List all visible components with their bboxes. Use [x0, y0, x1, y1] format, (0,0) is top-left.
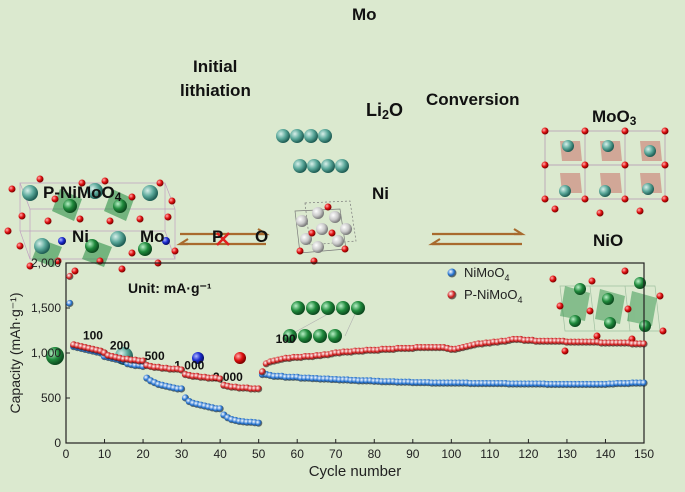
y-tick-label: 1,500	[31, 301, 61, 315]
rate-label: 100	[83, 329, 103, 343]
x-tick-label: 140	[595, 447, 615, 461]
y-tick-label: 1,000	[31, 346, 61, 360]
unit-note: Unit: mA·g⁻¹	[128, 280, 212, 296]
rate-label: 200	[110, 338, 130, 352]
legend-marker	[447, 290, 457, 300]
lithiation-label: lithiation	[180, 81, 251, 100]
mo-structure	[276, 129, 349, 173]
legend-label-ni: Ni	[72, 227, 89, 246]
initial-lithiation-arrows	[176, 228, 270, 246]
p-nimoo4-label: P-NiMoO4	[43, 183, 122, 204]
data-point-p-nimoo4	[216, 375, 224, 383]
x-tick-label: 120	[518, 447, 538, 461]
x-tick-label: 80	[368, 447, 382, 461]
y-tick-label: 2,000	[31, 256, 61, 270]
nio-label: NiO	[593, 231, 624, 250]
x-tick-label: 70	[329, 447, 343, 461]
x-tick-label: 0	[63, 447, 70, 461]
capacity-chart: 0 10 20 30 40 50 60 70 80 90 100 110 120 130 140 150 0 50…	[7, 256, 654, 480]
li2o-label: Li2O	[366, 100, 404, 123]
x-axis-label: Cycle number	[309, 463, 402, 480]
data-point-p-nimoo4	[258, 368, 267, 376]
p-legend-atom	[192, 352, 204, 364]
ni-structure	[283, 301, 365, 343]
initial-label: Initial	[193, 57, 238, 76]
x-tick-label: 150	[634, 447, 654, 461]
nio-structure	[549, 267, 667, 355]
o-legend-atom	[234, 352, 246, 364]
legend-label-mo: Mo	[140, 227, 165, 246]
ni-label: Ni	[372, 184, 389, 203]
data-point-p-nimoo4	[66, 272, 74, 281]
x-tick-label: 50	[252, 447, 266, 461]
x-tick-label: 110	[480, 447, 499, 461]
rate-label: 100	[276, 332, 296, 346]
data-point-p-nimoo4	[255, 385, 263, 393]
conversion-arrows	[428, 228, 526, 246]
x-tick-label: 90	[406, 447, 420, 461]
x-tick-label: 60	[291, 447, 305, 461]
cross-icon	[216, 232, 230, 246]
x-tick-label: 130	[557, 447, 577, 461]
data-point-nimoo4	[255, 419, 263, 427]
li2o-structure	[294, 200, 357, 265]
x-tick-label: 100	[441, 447, 461, 461]
x-tick-label: 30	[175, 447, 189, 461]
data-point-nimoo4	[66, 299, 74, 308]
data-point-nimoo4	[216, 405, 224, 413]
legend-label: P-NiMoO4	[464, 287, 522, 305]
rate-label: 500	[145, 349, 165, 363]
legend-label: NiMoO4	[464, 265, 509, 283]
legend-label-p: P	[212, 227, 224, 246]
legend-marker	[447, 268, 457, 278]
data-point-nimoo4	[178, 385, 186, 393]
data-point-p-nimoo4	[640, 340, 648, 348]
capacity-chart-container: 0 10 20 30 40 50 60 70 80 90 100 110 120 130 140 150 0 50…	[0, 245, 685, 487]
p-nimoo4-structure	[4, 175, 179, 275]
ni-legend-atom	[46, 347, 64, 365]
data-point-nimoo4	[640, 379, 648, 387]
moo3-label: MoO3	[592, 107, 637, 128]
conversion-label: Conversion	[426, 90, 520, 109]
x-tick-label: 10	[98, 447, 112, 461]
y-tick-label: 0	[54, 436, 61, 450]
x-tick-label: 20	[136, 447, 150, 461]
y-axis-label: Capacity (mAh·g⁻¹)	[7, 293, 23, 414]
x-tick-label: 40	[213, 447, 227, 461]
mo-label: Mo	[352, 5, 377, 24]
y-tick-label: 500	[41, 391, 61, 405]
moo3-structure	[541, 127, 669, 217]
legend-label-o: O	[255, 227, 269, 246]
